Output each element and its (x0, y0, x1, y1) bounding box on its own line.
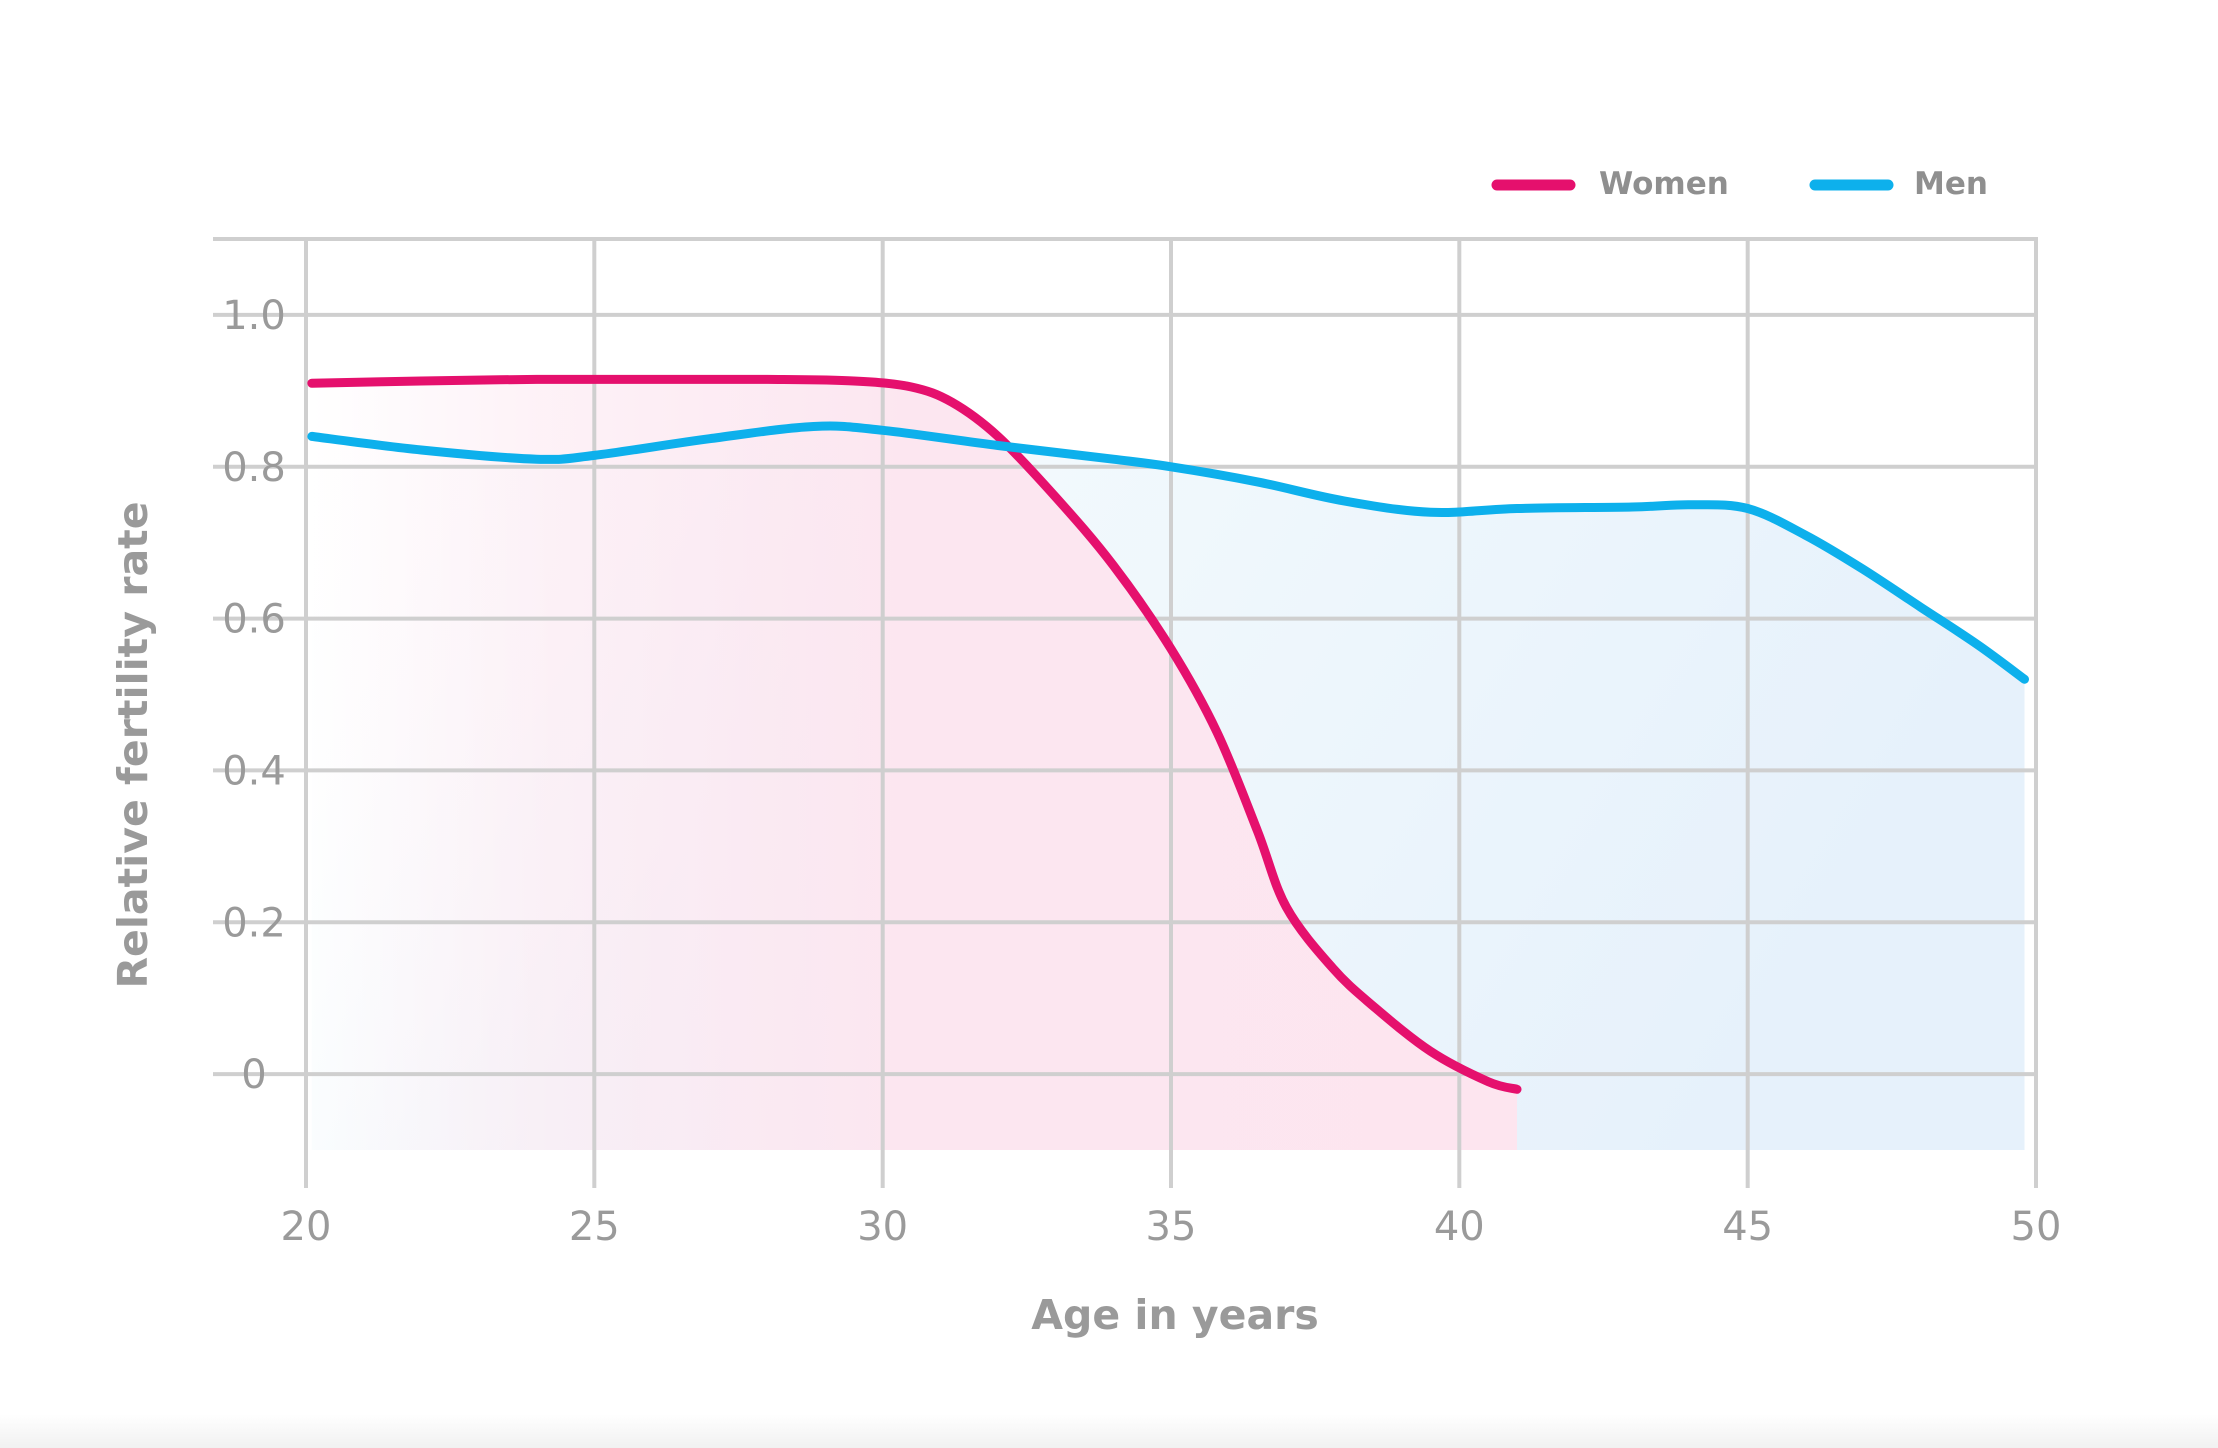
x-tick-label: 50 (2011, 1204, 2062, 1250)
page-bottom-band (0, 1414, 2218, 1448)
y-tick-label: 0.4 (222, 748, 286, 794)
x-tick-label: 30 (857, 1204, 908, 1250)
x-axis-title: Age in years (1031, 1291, 1319, 1339)
y-tick-label: 0.8 (222, 445, 286, 491)
y-axis-title: Relative fertility rate (109, 501, 157, 988)
series-line-women (307, 374, 1522, 1094)
legend-label-women: Women (1599, 166, 1729, 202)
legend: Women Men (1491, 166, 1988, 202)
y-tick-label: 1.0 (222, 293, 286, 339)
x-tick-label: 25 (569, 1204, 620, 1250)
x-tick-label: 45 (1722, 1204, 1773, 1250)
grid-layer (213, 237, 2038, 1188)
x-tick-label: 20 (281, 1204, 332, 1250)
series-lines-layer (307, 374, 2029, 1094)
y-tick-label: 0.6 (222, 597, 286, 643)
area-fill-layer (311, 379, 2025, 1150)
area-fill-women (311, 379, 1517, 1150)
x-tick-label: 40 (1434, 1204, 1485, 1250)
y-tick-label: 0 (241, 1052, 266, 1098)
tick-labels-layer: 20 25 30 35 40 45 50 1.0 0.8 0.6 0.4 0.2 0 (222, 293, 2061, 1250)
series-line-men (307, 421, 2029, 684)
x-tick-label: 35 (1146, 1204, 1197, 1250)
y-tick-label: 0.2 (222, 900, 286, 946)
legend-label-men: Men (1914, 166, 1988, 202)
